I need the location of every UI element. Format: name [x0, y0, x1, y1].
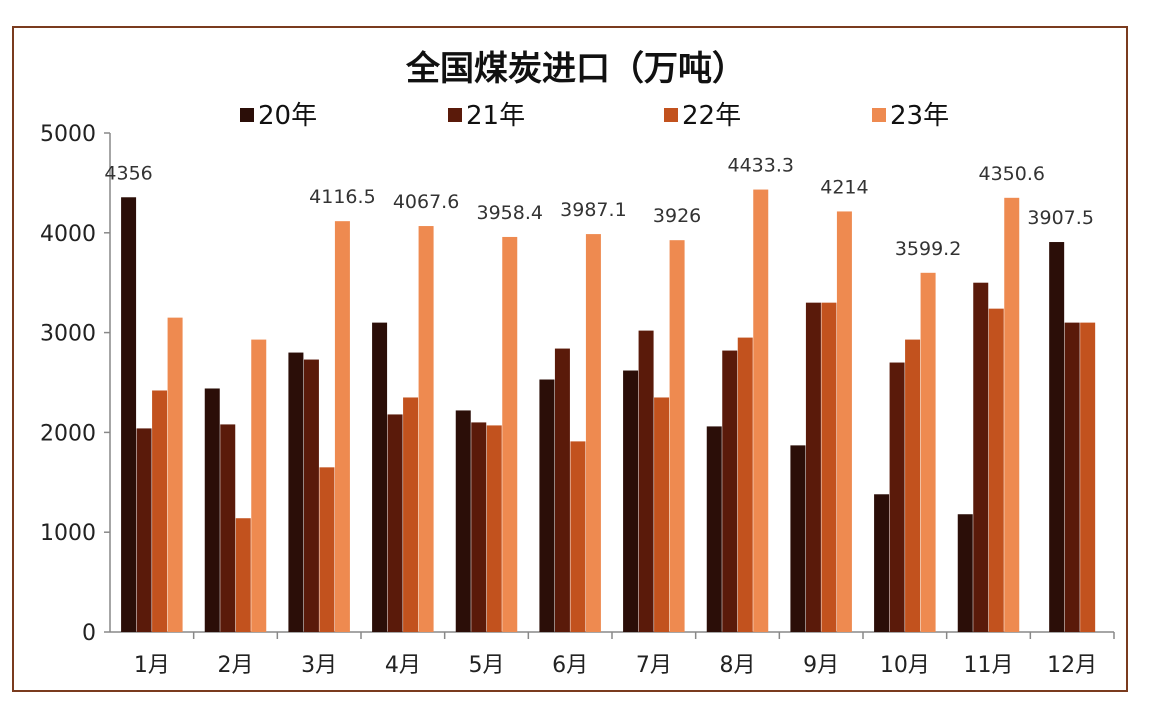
bar-chart: 全国煤炭进口（万吨） 20年 21年 22年 23年 0 1000 2000 3000 400…	[40, 49, 1115, 678]
bar-23年-4月	[418, 226, 434, 632]
bar-22年-2月	[235, 518, 251, 632]
bar-20年-5月	[455, 410, 471, 632]
bar-20年-11月	[957, 514, 973, 632]
bar-22年-12月	[1080, 322, 1096, 632]
data-label: 4433.3	[728, 155, 794, 177]
legend-label-1: 20年	[258, 101, 317, 131]
bar-20年-1月	[121, 197, 137, 633]
x-tick-label: 3月	[301, 653, 337, 678]
legend-swatch-3	[664, 108, 678, 122]
bar-20年-6月	[539, 379, 555, 632]
bar-23年-8月	[753, 189, 769, 633]
bar-21年-10月	[889, 362, 905, 632]
bar-23年-7月	[669, 240, 685, 633]
x-tick-label: 2月	[218, 653, 254, 678]
y-tick-label: 0	[82, 621, 96, 646]
data-label: 3599.2	[895, 238, 961, 260]
y-tick-label: 1000	[40, 521, 96, 546]
bar-20年-2月	[204, 388, 220, 632]
legend-swatch-1	[240, 108, 254, 122]
x-tick-label: 10月	[880, 653, 930, 678]
bar-23年-2月	[251, 339, 267, 632]
x-tick-label: 9月	[803, 653, 839, 678]
bar-22年-10月	[905, 339, 921, 632]
bar-22年-3月	[319, 467, 335, 632]
bar-22年-1月	[152, 390, 168, 632]
bar-21年-9月	[805, 302, 821, 632]
bars	[121, 189, 1096, 633]
bar-21年-11月	[973, 282, 989, 632]
x-tick-label: 12月	[1047, 653, 1097, 678]
x-tick-label: 8月	[720, 653, 756, 678]
y-tick-label: 4000	[40, 222, 96, 247]
x-tick-label: 4月	[385, 653, 421, 678]
data-label: 4116.5	[309, 186, 375, 208]
bar-22年-4月	[403, 397, 419, 632]
chart-frame: 全国煤炭进口（万吨） 20年 21年 22年 23年 0 1000 2000 3000 400…	[12, 26, 1128, 692]
legend-swatch-4	[872, 108, 886, 122]
bar-23年-6月	[585, 234, 601, 633]
bar-20年-8月	[706, 426, 722, 632]
bar-23年-3月	[334, 221, 350, 633]
legend-label-4: 23年	[890, 101, 949, 131]
x-tick-label: 11月	[964, 653, 1014, 678]
legend-label-3: 22年	[682, 101, 741, 131]
data-label: 4350.6	[979, 163, 1045, 185]
data-labels: 4356 4116.5 4067.6 3958.4 3987.1 3926 4433.3 42…	[104, 155, 1094, 260]
bar-21年-5月	[471, 422, 487, 632]
data-label: 4067.6	[393, 191, 459, 213]
bar-22年-6月	[570, 441, 586, 632]
bar-23年-10月	[920, 272, 936, 632]
y-tick-label: 5000	[40, 122, 96, 147]
legend-swatch-2	[448, 108, 462, 122]
bar-21年-12月	[1064, 322, 1080, 632]
bar-21年-1月	[136, 428, 152, 632]
bar-23年-1月	[167, 317, 183, 632]
y-tick-label: 2000	[40, 421, 96, 446]
bar-22年-7月	[654, 397, 670, 632]
bar-22年-11月	[988, 308, 1004, 632]
bar-20年-4月	[372, 322, 388, 632]
legend: 20年 21年 22年 23年	[240, 101, 949, 131]
data-label: 3907.5	[1027, 207, 1093, 229]
bar-21年-4月	[387, 414, 403, 632]
x-tick-label: 1月	[134, 653, 170, 678]
bar-20年-3月	[288, 352, 304, 632]
y-tick-label: 3000	[40, 322, 96, 347]
bar-21年-6月	[554, 348, 570, 632]
legend-label-2: 21年	[466, 101, 525, 131]
bar-20年-9月	[790, 445, 806, 632]
bar-20年-7月	[623, 370, 639, 632]
data-label: 4356	[104, 162, 152, 184]
data-label: 3958.4	[477, 202, 543, 224]
bar-21年-7月	[638, 330, 654, 632]
bar-22年-9月	[821, 302, 837, 632]
x-tick-label: 7月	[636, 653, 672, 678]
data-label: 3987.1	[560, 199, 626, 221]
bar-21年-3月	[303, 359, 319, 632]
bar-21年-8月	[722, 350, 738, 632]
axes: 0 1000 2000 3000 4000 5000 1月 2月 3月 4月 5月 6月 7月 8月 9月 1…	[40, 122, 1115, 678]
bar-21年-2月	[220, 424, 236, 632]
bar-20年-10月	[874, 494, 890, 632]
data-label: 3926	[653, 205, 701, 227]
chart-title: 全国煤炭进口（万吨）	[405, 49, 746, 89]
data-label: 4214	[820, 176, 868, 198]
bar-23年-11月	[1004, 197, 1020, 632]
bar-22年-8月	[737, 337, 753, 632]
bar-22年-5月	[486, 425, 502, 632]
x-tick-label: 6月	[552, 653, 588, 678]
bar-23年-5月	[502, 236, 518, 633]
bar-23年-9月	[836, 211, 852, 632]
x-tick-label: 5月	[469, 653, 505, 678]
bar-20年-12月	[1049, 242, 1065, 632]
